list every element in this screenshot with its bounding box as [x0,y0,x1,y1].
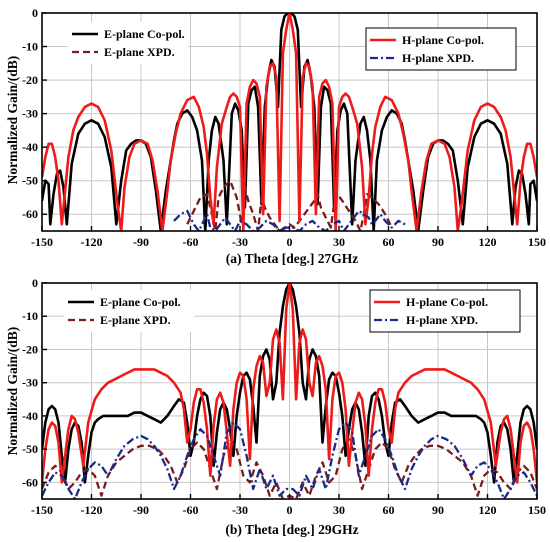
x-tick-label: 120 [479,235,497,249]
y-tick-label: -30 [22,376,38,390]
x-tick-label: 60 [383,235,395,249]
x-tick-label: -150 [31,235,53,249]
x-axis-label-b: (b) Theta [deg.] 29GHz [225,522,358,537]
x-tick-label: 30 [333,503,345,517]
y-tick-label: -60 [22,475,38,489]
series-line-e-plane-co-pol [42,13,537,231]
chart-panel-a: -150 -120 -90 -60 -30 0 30 60 90 120 150 0 -10 -20 -30… [22,6,546,249]
y-tick-label: -10 [22,309,38,323]
x-tick-label: -120 [81,503,103,517]
x-tick-label: -30 [232,503,248,517]
legend-box [369,289,521,333]
series-line-e-plane-xpd [186,179,393,231]
y-tick-label: 0 [32,276,38,290]
y-tick-label: -20 [22,73,38,87]
x-tick-label: -150 [31,503,53,517]
legend-label: H-plane XPD. [402,51,474,65]
y-tick-label: -50 [22,174,38,188]
legend-label: H-plane XPD. [406,313,478,327]
x-tick-label: 0 [287,235,293,249]
x-tick-label: 0 [287,503,293,517]
x-tick-label: 90 [432,503,444,517]
y-tick-label: -40 [22,140,38,154]
legend-box [64,290,194,332]
series-line-e-plane-co-pol [42,283,537,484]
legend-label: E-plane XPD. [100,313,171,327]
y-tick-label: -40 [22,409,38,423]
x-tick-label: 30 [333,235,345,249]
series-line-h-plane-co-pol [42,283,537,484]
legend-label: E-plane Co-pol. [100,295,181,309]
x-tick-label: -120 [81,235,103,249]
legend-label: H-plane Co-pol. [402,33,484,47]
y-tick-label: -30 [22,107,38,121]
x-tick-label: 120 [479,503,497,517]
x-tick-label: -60 [183,503,199,517]
y-tick-label: -10 [22,40,38,54]
x-tick-label: -90 [133,235,149,249]
legend-label: E-plane XPD. [104,45,175,59]
legend-box [365,27,517,71]
series-line-h-plane-xpd [173,209,406,231]
y-tick-label: -50 [22,442,38,456]
x-tick-label: 150 [528,235,546,249]
y-tick-label: -20 [22,342,38,356]
legend-box [68,22,188,64]
y-tick-label: 0 [32,6,38,20]
x-axis-label-a: (a) Theta [deg.] 27GHz [226,251,358,266]
x-tick-label: -30 [232,235,248,249]
series-line-h-plane-co-pol [42,13,537,231]
x-tick-label: 90 [432,235,444,249]
x-tick-label: 60 [383,503,395,517]
x-tick-label: -90 [133,503,149,517]
x-tick-label: -60 [183,235,199,249]
y-tick-label: -60 [22,207,38,221]
legend-label: E-plane Co-pol. [104,27,185,41]
chart-panel-b: -150 -120 -90 -60 -30 0 30 60 90 120 150 0 -10 -20 -30… [22,276,546,517]
y-axis-label-b: Normalized Gain/(dB) [5,327,20,456]
legend-label: H-plane Co-pol. [406,295,488,309]
y-axis-label-a: Normalized Gain/(dB) [5,56,20,185]
x-tick-label: 150 [528,503,546,517]
